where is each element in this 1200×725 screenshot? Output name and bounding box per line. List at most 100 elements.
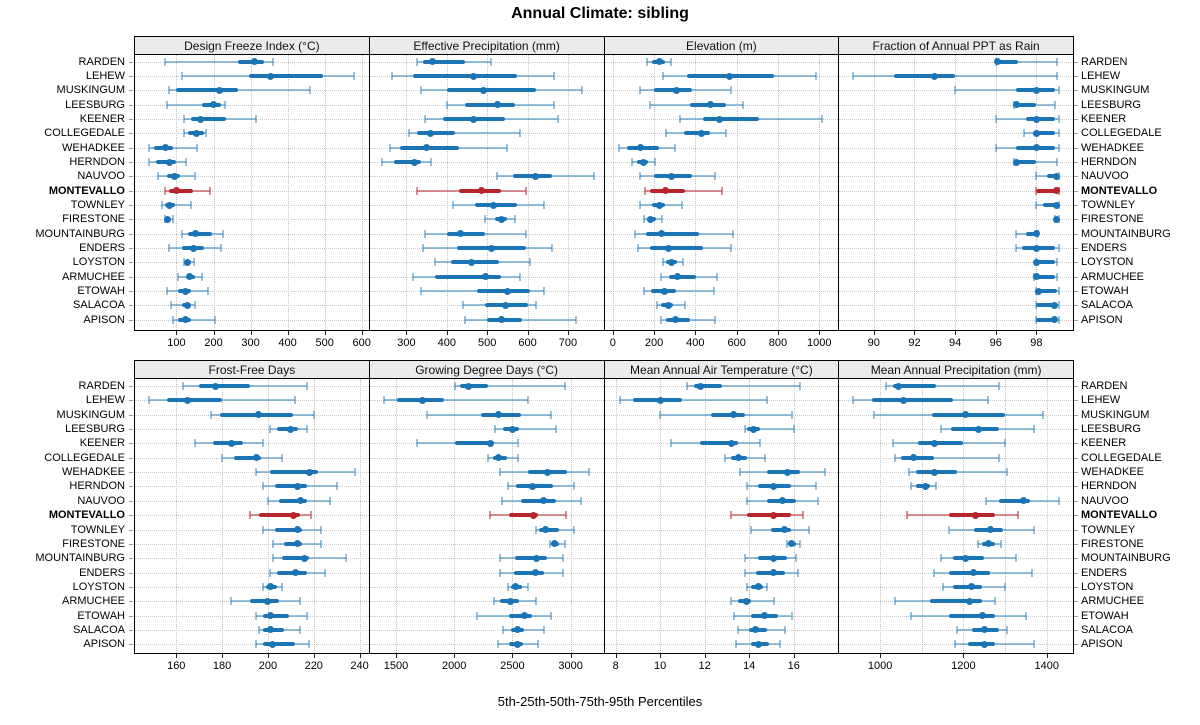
median-dot — [637, 144, 645, 152]
h-gridline — [604, 262, 839, 264]
whisker-cap-left — [147, 158, 150, 167]
row-tick-left — [129, 500, 133, 502]
median-dot — [411, 158, 419, 166]
whisker-cap-right — [294, 396, 297, 405]
whisker-cap-left — [638, 172, 641, 181]
row-tick-right — [1074, 219, 1078, 221]
panel-mean-annual-air-temperature-c — [603, 378, 840, 654]
row-tick-left — [129, 515, 133, 517]
median-dot — [266, 612, 274, 620]
whisker-cap-right — [1033, 425, 1036, 434]
whisker-cap-right — [312, 410, 315, 419]
iqr-bar — [654, 88, 693, 93]
h-gridline — [839, 262, 1073, 264]
site-label-right-armuchee: ARMUCHEE — [1081, 595, 1144, 608]
median-dot — [665, 244, 672, 252]
iqr-bar — [412, 74, 518, 79]
median-dot — [1020, 497, 1028, 505]
whisker-cap-right — [1016, 511, 1019, 520]
x-tick-label: 16 — [787, 660, 800, 672]
whisker-cap-left — [415, 439, 418, 448]
median-dot — [182, 287, 190, 295]
row-tick-left — [129, 190, 133, 192]
site-label-right-firestone: FIRESTONE — [1081, 213, 1144, 226]
h-gridline — [369, 615, 604, 617]
median-dot — [656, 396, 664, 404]
whisker-cap-right — [790, 611, 793, 620]
row-tick-left — [129, 429, 133, 431]
panel-growing-degree-days-c — [368, 378, 605, 654]
iqr-bar — [508, 513, 539, 518]
row-tick-right — [1074, 515, 1078, 517]
panel-effective-precipitation-mm — [368, 54, 605, 331]
percentile-whisker — [148, 399, 296, 402]
h-gridline — [604, 529, 839, 531]
iqr-bar — [1036, 317, 1057, 322]
whisker-cap-left — [730, 511, 733, 520]
h-gridline — [369, 162, 604, 164]
whisker-cap-right — [573, 525, 576, 534]
median-dot — [668, 172, 676, 180]
x-tick-mark — [512, 653, 514, 658]
site-label-left-loyston: LOYSTON — [72, 580, 125, 593]
row-tick-right — [1074, 572, 1078, 574]
whisker-cap-left — [464, 315, 467, 324]
median-dot — [520, 612, 528, 620]
whisker-cap-left — [426, 410, 429, 419]
whisker-cap-right — [214, 315, 217, 324]
h-gridline — [135, 319, 369, 321]
iqr-bar — [191, 117, 227, 122]
whisker-cap-right — [721, 186, 724, 195]
median-dot — [966, 597, 974, 605]
whisker-cap-right — [987, 396, 990, 405]
h-gridline — [135, 119, 369, 121]
h-gridline — [135, 443, 369, 445]
median-dot — [191, 230, 199, 238]
v-gridline — [995, 55, 997, 330]
site-label-right-loyston: LOYSTON — [1081, 580, 1134, 593]
row-tick-left — [129, 601, 133, 603]
site-label-right-firestone: FIRESTONE — [1081, 537, 1144, 550]
iqr-bar — [233, 455, 262, 460]
h-gridline — [135, 262, 369, 264]
row-tick-left — [129, 176, 133, 178]
whisker-cap-right — [731, 229, 734, 238]
median-dot — [730, 411, 738, 419]
whisker-cap-left — [230, 597, 233, 606]
whisker-cap-left — [852, 396, 854, 405]
site-label-left-firestone: FIRESTONE — [62, 213, 125, 226]
whisker-cap-left — [743, 554, 746, 563]
median-dot — [210, 101, 218, 109]
whisker-cap-right — [681, 258, 684, 267]
iqr-bar — [187, 231, 212, 236]
whisker-cap-left — [1015, 229, 1018, 238]
x-tick-mark — [660, 653, 662, 658]
median-dot — [543, 468, 551, 476]
site-label-right-etowah: ETOWAH — [1081, 285, 1129, 298]
chart-title: Annual Climate: sibling — [511, 5, 689, 22]
median-dot — [698, 129, 706, 137]
site-label-right-leesburg: LEESBURG — [1081, 98, 1141, 111]
median-dot — [1051, 316, 1059, 324]
whisker-cap-right — [1053, 100, 1056, 109]
row-tick-left — [129, 586, 133, 588]
x-tick-label: 400 — [437, 337, 457, 349]
percentile-whisker — [620, 399, 767, 402]
median-dot — [922, 482, 930, 490]
row-tick-right — [1074, 644, 1078, 646]
x-tick-mark — [615, 653, 617, 658]
site-label-left-montevallo: MONTEVALLO — [48, 184, 125, 197]
whisker-cap-right — [759, 439, 762, 448]
whisker-cap-right — [814, 482, 817, 491]
median-dot — [1053, 187, 1061, 195]
whisker-cap-right — [305, 382, 308, 390]
whisker-cap-right — [564, 511, 567, 520]
x-tick-mark — [1036, 330, 1038, 335]
h-gridline — [604, 319, 839, 321]
row-tick-left — [129, 248, 133, 250]
row-tick-left — [129, 558, 133, 560]
x-tick-label: 800 — [768, 337, 788, 349]
whisker-cap-left — [498, 554, 501, 563]
whisker-cap-left — [634, 229, 637, 238]
h-gridline — [369, 429, 604, 431]
